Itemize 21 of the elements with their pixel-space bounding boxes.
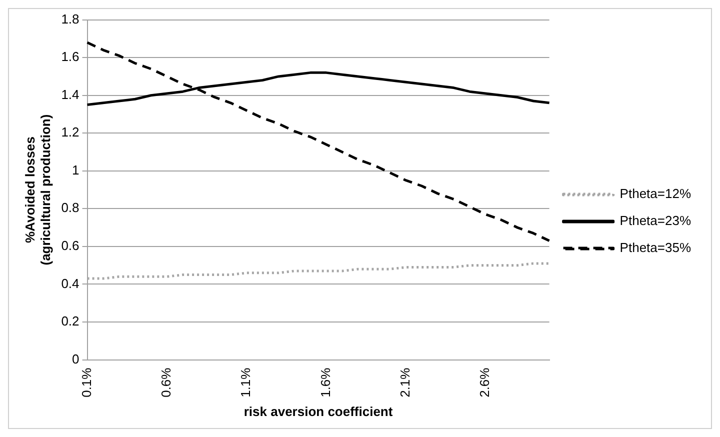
y-tick-label: 0 <box>72 351 80 366</box>
x-tick-label: 2.6% <box>477 367 492 398</box>
legend-label: Ptheta=12% <box>620 186 692 202</box>
y-tick-label: 1.2 <box>61 124 80 140</box>
x-tick-label: 0.6% <box>158 367 174 398</box>
y-tick-label: 1.6 <box>61 49 80 64</box>
y-tick-label: 0.8 <box>61 200 80 216</box>
y-tick-label: 0.4 <box>61 276 80 291</box>
y-tick-label: 0.2 <box>61 314 80 329</box>
x-tick-label: 1.6% <box>318 367 333 398</box>
y-tick-label: 1.8 <box>61 11 80 26</box>
y-tick-label: 1 <box>72 162 80 178</box>
legend-label: Ptheta=23% <box>620 213 692 228</box>
legend-label: Ptheta=35% <box>620 240 692 256</box>
y-axis-title: %Avoided losses (agricultural production) <box>22 114 53 266</box>
y-tick-label: 1.4 <box>61 86 80 102</box>
x-axis-title: risk aversion coefficient <box>244 404 394 419</box>
y-tick-label: 0.6 <box>61 238 80 254</box>
x-tick-label: 2.1% <box>397 367 412 398</box>
x-tick-label: 0.1% <box>78 367 94 398</box>
x-tick-label: 1.1% <box>238 367 254 398</box>
